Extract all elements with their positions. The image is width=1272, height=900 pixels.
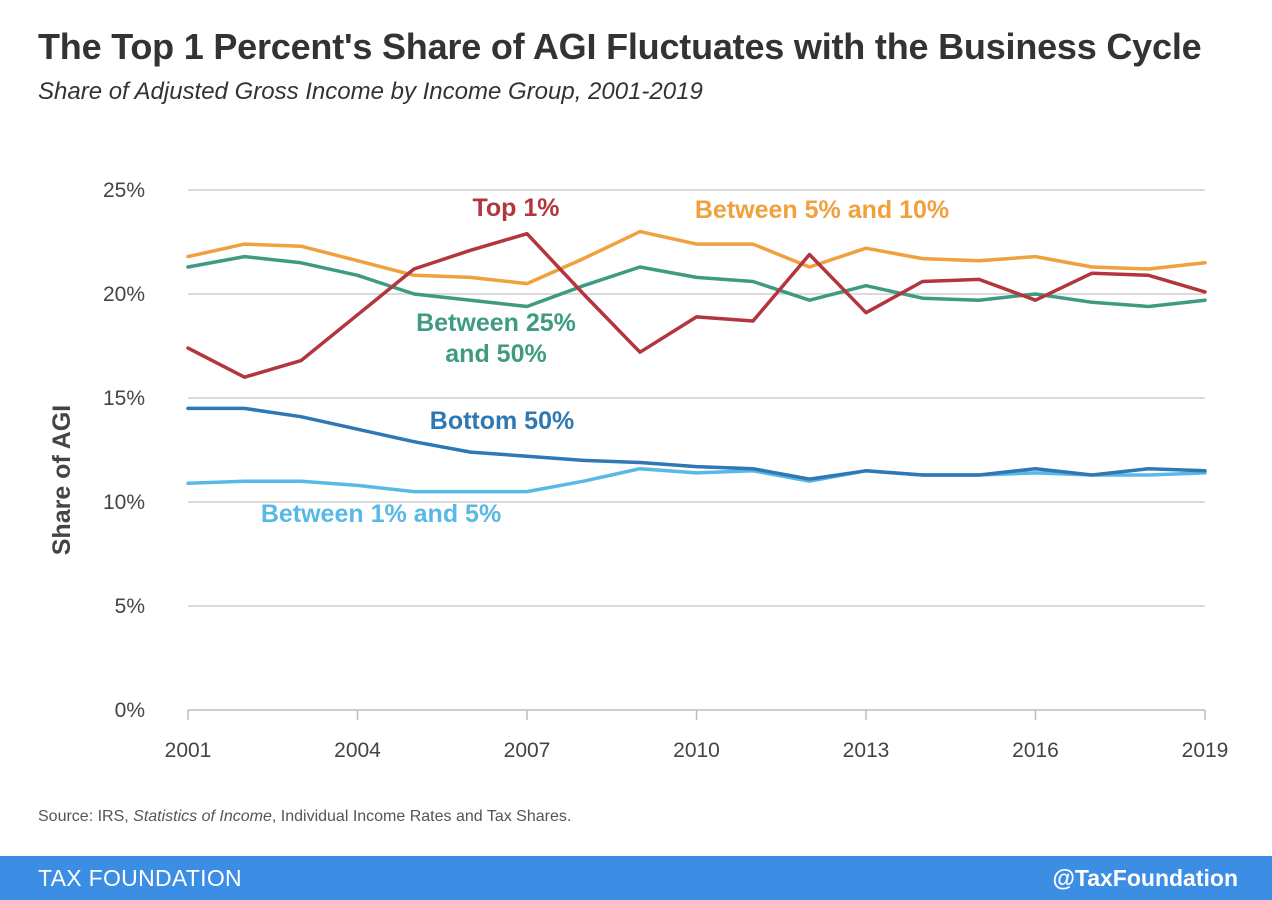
y-tick-label: 25%: [103, 179, 145, 202]
footer-handle: @TaxFoundation: [1052, 865, 1238, 891]
chart-subtitle: Share of Adjusted Gross Income by Income…: [38, 78, 703, 105]
series-line-top-1-: [186, 231, 1207, 379]
x-tick-label: 2007: [504, 739, 551, 762]
x-tick-label: 2016: [1012, 739, 1059, 762]
gridlines: [188, 189, 1205, 711]
series-label: Top 1%: [472, 194, 559, 222]
y-tick-label: 10%: [103, 491, 145, 514]
series-labels: Top 1% Between 5% and 10% Between 25% and 5…: [261, 194, 949, 528]
series-label: Bottom 50%: [430, 407, 574, 435]
axes: 0% 5% 10% 15% 20% 25% 2001 2004 2007 2010 2013 2016…: [48, 179, 1228, 762]
x-tick-label: 2010: [673, 739, 720, 762]
series-line-between-5-and-10-: [186, 229, 1207, 286]
x-tick-label: 2013: [843, 739, 890, 762]
source-italic: Statistics of Income: [133, 808, 272, 825]
footer-bar: TAX FOUNDATION @TaxFoundation: [0, 856, 1272, 900]
source-note: Source: IRS, Statistics of Income, Indiv…: [38, 808, 571, 826]
series-label: and 50%: [445, 340, 546, 368]
source-suffix: , Individual Income Rates and Tax Shares…: [271, 808, 572, 825]
y-tick-label: 15%: [103, 387, 145, 410]
line-chart: 0% 5% 10% 15% 20% 25% 2001 2004 2007 2010 2013 2016…: [48, 179, 1228, 762]
y-tick-label: 20%: [103, 283, 145, 306]
source-prefix: Source: IRS,: [38, 808, 134, 825]
series-label: Between 1% and 5%: [261, 500, 501, 528]
series-lines: [186, 229, 1207, 494]
series-label: Between 5% and 10%: [695, 196, 949, 224]
series-line-between-1-and-5-: [186, 466, 1207, 494]
x-tick-label: 2019: [1182, 739, 1229, 762]
y-axis-title: Share of AGI: [48, 405, 76, 556]
y-tick-label: 0%: [115, 699, 145, 722]
x-tick-label: 2004: [334, 739, 381, 762]
series-line-bottom-50-: [186, 406, 1207, 481]
chart-title: The Top 1 Percent's Share of AGI Fluctua…: [38, 26, 1202, 67]
series-line-between-25-and-50-: [186, 254, 1207, 309]
y-tick-label: 5%: [115, 595, 145, 618]
series-label: Between 25%: [416, 309, 576, 337]
footer-brand: TAX FOUNDATION: [38, 865, 242, 891]
x-tick-label: 2001: [165, 739, 212, 762]
